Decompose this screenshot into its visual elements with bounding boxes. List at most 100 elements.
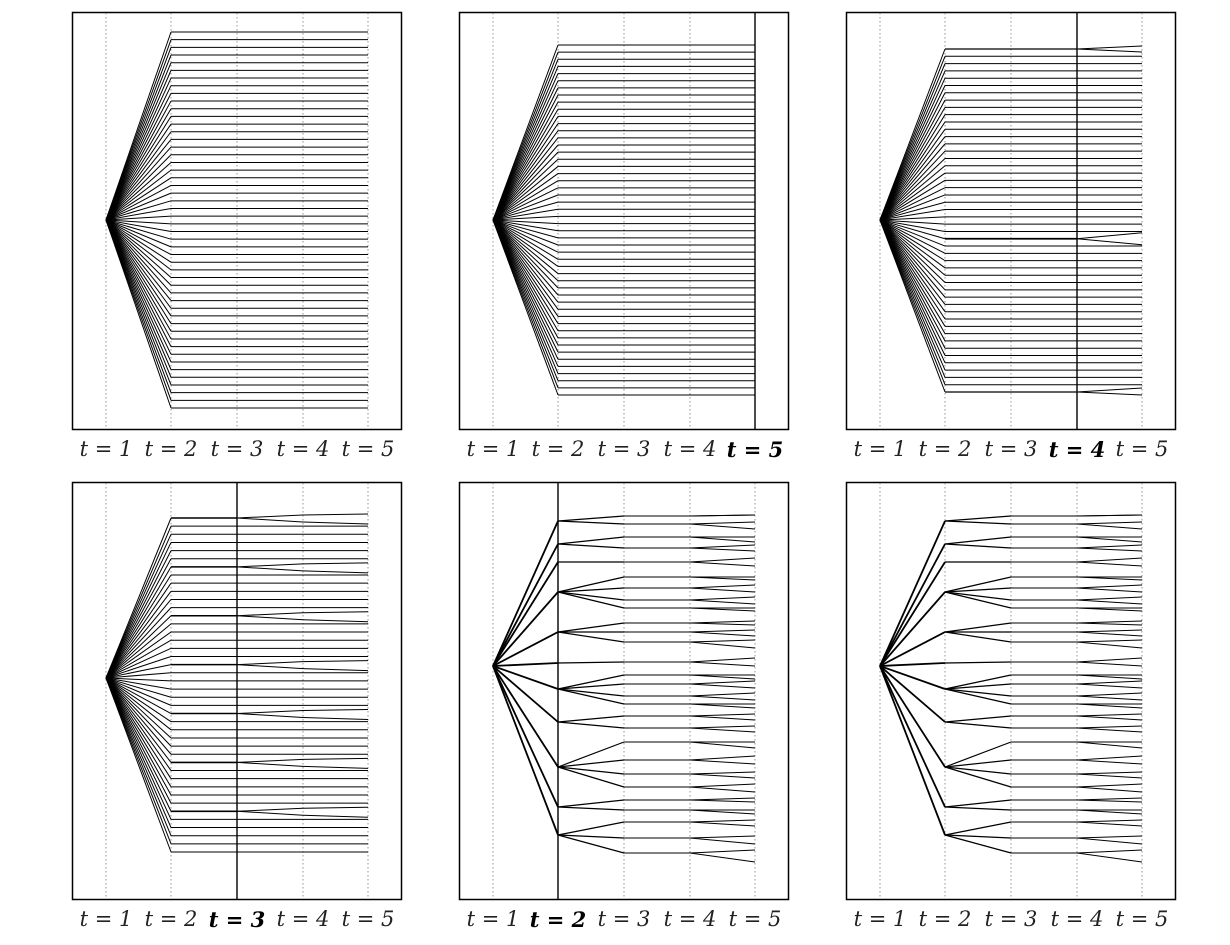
tree-edge bbox=[879, 187, 946, 221]
panel-frame bbox=[458, 11, 790, 431]
tree-edge bbox=[689, 607, 756, 612]
tree-edge bbox=[1076, 557, 1143, 563]
tree-edge bbox=[236, 807, 304, 812]
tree-edge bbox=[1076, 759, 1143, 765]
time-label-4: t = 4 bbox=[663, 907, 717, 931]
tree-edge bbox=[1076, 391, 1143, 396]
tree-edge bbox=[105, 207, 172, 221]
tree-edge bbox=[105, 677, 172, 820]
tree-edge bbox=[105, 677, 172, 714]
tree-edge bbox=[1076, 631, 1143, 637]
tree-edge bbox=[492, 219, 559, 310]
tree-edge bbox=[302, 765, 369, 769]
tree-edge bbox=[236, 517, 304, 523]
tree-edge bbox=[879, 543, 946, 667]
tree-edge bbox=[105, 566, 172, 679]
tree-edge bbox=[105, 131, 172, 221]
tree-edge bbox=[1076, 45, 1143, 50]
tree-edge bbox=[689, 759, 756, 765]
tree-edge bbox=[302, 570, 369, 574]
time-label-4: t = 4 bbox=[663, 437, 717, 461]
tree-edge bbox=[879, 219, 946, 313]
time-label-2: t = 2 bbox=[529, 907, 587, 932]
tree-edge bbox=[1076, 849, 1143, 854]
tree-edge bbox=[557, 683, 625, 690]
tree-edge bbox=[944, 721, 1012, 729]
tree-edge bbox=[1076, 727, 1143, 733]
tree-edge bbox=[492, 87, 559, 221]
tree-edge bbox=[105, 219, 172, 225]
tree-edge bbox=[492, 187, 559, 221]
tree-edge bbox=[492, 219, 559, 346]
tree-edge bbox=[944, 766, 1012, 775]
tree-edge bbox=[1076, 596, 1143, 601]
tree-edge bbox=[105, 219, 172, 347]
tree-edge bbox=[944, 674, 1012, 690]
tree-edge bbox=[492, 94, 559, 221]
tree-edge bbox=[944, 661, 1012, 664]
tree-edge bbox=[492, 219, 559, 339]
tree-edge bbox=[492, 194, 559, 221]
tree-edge bbox=[105, 219, 172, 317]
tree-edge bbox=[1076, 809, 1143, 815]
tree-edge bbox=[492, 219, 559, 331]
tree-edge bbox=[879, 143, 946, 221]
tree-edge bbox=[689, 639, 756, 643]
tree-edge bbox=[879, 219, 946, 276]
tree-edge bbox=[1076, 835, 1143, 839]
tree-edge bbox=[557, 799, 625, 808]
tree-edge bbox=[689, 561, 756, 567]
tree-edge bbox=[944, 834, 1012, 839]
tree-edge bbox=[105, 623, 172, 679]
tree-edge bbox=[689, 523, 756, 530]
tree-edge bbox=[492, 73, 559, 221]
tree-edge bbox=[689, 715, 756, 721]
time-label-5: t = 5 bbox=[341, 907, 395, 931]
scenario-tree-svg bbox=[71, 11, 403, 431]
time-label-4: t = 4 bbox=[276, 907, 330, 931]
tree-edge bbox=[879, 219, 946, 334]
tree-edge bbox=[879, 219, 946, 298]
tree-edge bbox=[689, 544, 756, 549]
tree-edge bbox=[105, 677, 172, 771]
panel-bottom-right: t = 1 t = 2 t = 3 t = 4 t = 5 bbox=[845, 481, 1177, 931]
tree-edge bbox=[492, 219, 559, 232]
tree-edge bbox=[1076, 819, 1143, 823]
tree-edge bbox=[879, 665, 946, 690]
time-axis-labels: t = 1 t = 2 t = 3 t = 4 t = 5 bbox=[459, 907, 789, 937]
tree-edge bbox=[105, 677, 172, 682]
tree-edge bbox=[105, 677, 172, 706]
tree-edge bbox=[879, 219, 946, 283]
tree-edge bbox=[105, 139, 172, 221]
tree-edge bbox=[879, 219, 946, 393]
tree-edge bbox=[105, 677, 172, 853]
tree-edge bbox=[1076, 587, 1143, 593]
tree-edge bbox=[1076, 584, 1143, 589]
tree-edge bbox=[689, 576, 756, 581]
tree-edge bbox=[1076, 797, 1143, 801]
tree-edge bbox=[105, 77, 172, 221]
tree-edge bbox=[689, 631, 756, 637]
tree-edge bbox=[236, 612, 304, 617]
tree-edge bbox=[879, 561, 946, 667]
time-label-2: t = 2 bbox=[144, 437, 198, 461]
tree-edge bbox=[105, 154, 172, 221]
tree-edge bbox=[1076, 521, 1143, 525]
tree-edge bbox=[879, 85, 946, 221]
tree-edge bbox=[492, 151, 559, 221]
tree-edge bbox=[689, 799, 756, 803]
tree-edge bbox=[1076, 514, 1143, 517]
tree-edge bbox=[105, 677, 172, 755]
tree-edge bbox=[105, 219, 172, 301]
tree-edge bbox=[689, 783, 756, 788]
tree-edge bbox=[689, 797, 756, 801]
panel-frame bbox=[845, 11, 1177, 431]
tree-edge bbox=[689, 835, 756, 839]
tree-edge bbox=[689, 622, 756, 626]
tree-edge bbox=[689, 680, 756, 685]
tree-edge bbox=[492, 219, 559, 353]
tree-edge bbox=[689, 521, 756, 525]
time-label-3: t = 3 bbox=[597, 437, 651, 461]
tree-edge bbox=[944, 591, 1012, 601]
tree-edge bbox=[689, 727, 756, 733]
